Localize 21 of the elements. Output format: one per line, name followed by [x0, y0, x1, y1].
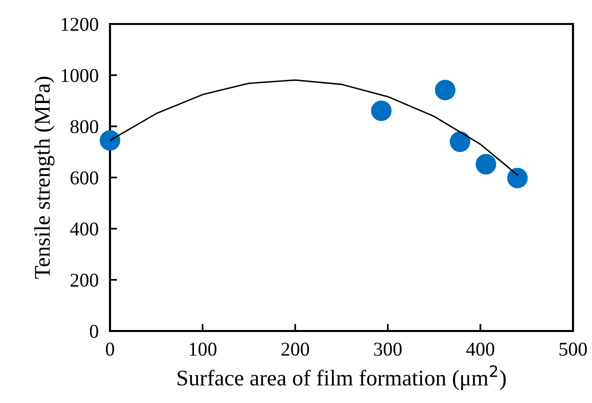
- y-tick-label: 0: [90, 324, 98, 338]
- x-tick-label: 200: [281, 342, 310, 356]
- x-tick-label: 300: [374, 342, 402, 356]
- y-tick-label: 200: [70, 274, 98, 287]
- point: [371, 100, 392, 121]
- point: [507, 168, 528, 188]
- x-tick-label: 500: [560, 342, 587, 356]
- y-tick-label: 1000: [62, 68, 98, 82]
- x-axis-title: Surface area of film formation (μm$^{2}$): [178, 365, 506, 390]
- y-tick-label: 600: [70, 171, 98, 184]
- y-tick-label: 1200: [62, 18, 98, 31]
- x-tick-label: 0: [106, 342, 114, 356]
- x-tick-label: 400: [466, 342, 494, 356]
- point: [450, 131, 470, 152]
- point: [434, 80, 456, 100]
- point: [476, 154, 496, 174]
- x-tick-label: 100: [190, 342, 216, 356]
- y-axis-title: Tensile strength (MPa): [34, 76, 54, 279]
- y-tick-label: 800: [70, 120, 98, 134]
- y-tick-label: 400: [70, 222, 98, 236]
- point: [100, 130, 120, 151]
